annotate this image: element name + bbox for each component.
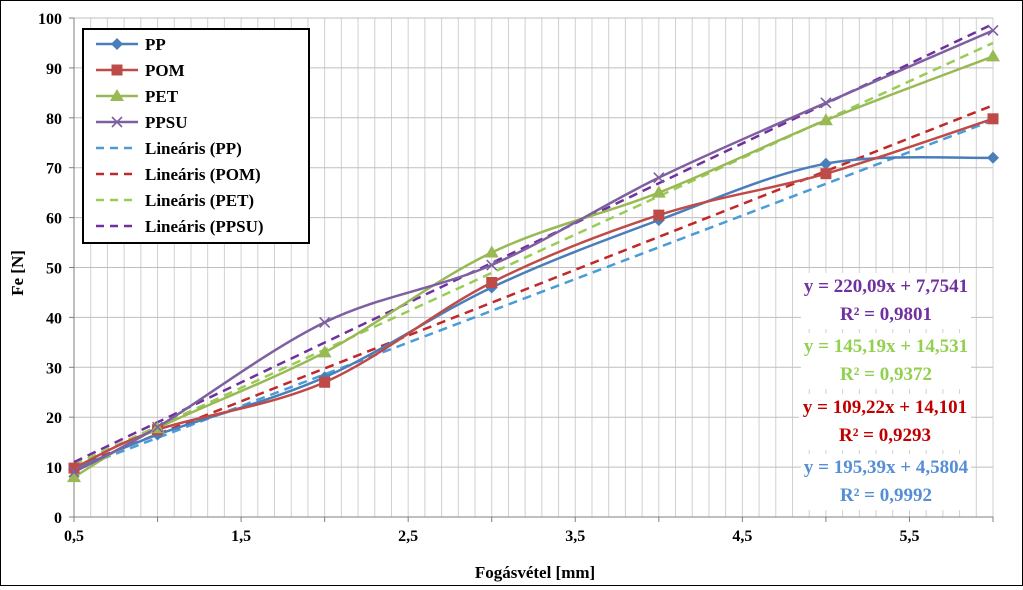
trendline-2 xyxy=(73,41,994,466)
marker-stroke xyxy=(111,116,123,128)
y-tick-label: 30 xyxy=(46,360,62,377)
data-point-ppsu xyxy=(151,421,164,433)
data-point-pom xyxy=(68,462,80,474)
equation-box-pet: y = 145,19x + 14,531 R² = 0,9372 xyxy=(801,333,971,389)
legend-marker xyxy=(111,64,123,76)
r2-pom: R² = 0,9293 xyxy=(839,425,931,446)
data-point-ppsu xyxy=(68,466,80,478)
equation-ppsu: y = 220,09x + 7,7541 xyxy=(803,276,969,297)
legend-label: Lineáris (PPSU) xyxy=(145,217,264,236)
legend: PP POM PET PPSU Lineáris (PP) Lineáris (POM) L… xyxy=(82,28,310,244)
data-point-pom xyxy=(486,276,498,288)
marker-stroke xyxy=(486,259,498,271)
legend-marker xyxy=(111,38,123,50)
equation-pom: y = 109,22x + 14,101 xyxy=(802,397,968,418)
equation-pp: y = 195,39x + 4,5804 xyxy=(803,457,969,478)
r2-pet: R² = 0,9372 xyxy=(840,364,932,385)
data-point-pet xyxy=(67,470,81,483)
data-point-pp xyxy=(987,151,999,164)
y-tick-label: 20 xyxy=(46,410,62,427)
legend-label: Lineáris (PP) xyxy=(145,139,242,158)
data-point-ppsu xyxy=(987,24,999,37)
data-point-ppsu xyxy=(319,316,331,328)
data-point-ppsu xyxy=(820,97,832,109)
legend-marker xyxy=(110,89,124,101)
marker-stroke xyxy=(820,97,832,109)
y-tick-label: 0 xyxy=(54,510,62,527)
data-point-pom xyxy=(820,168,832,180)
x-tick-label: 1,5 xyxy=(231,528,251,545)
equation-box-pom: y = 109,22x + 14,101 R² = 0,9293 xyxy=(799,394,971,450)
x-tick-label: 3,5 xyxy=(565,528,585,545)
y-tick-label: 40 xyxy=(46,310,62,327)
data-point-pp xyxy=(819,157,832,170)
equation-pet: y = 145,19x + 14,531 xyxy=(803,336,969,357)
legend-label: POM xyxy=(145,61,185,80)
marker-stroke xyxy=(151,421,164,433)
legend-label: Lineáris (PET) xyxy=(145,191,254,210)
y-tick-label: 80 xyxy=(46,111,62,128)
equation-box-pp: y = 195,39x + 4,5804 R² = 0,9992 xyxy=(801,454,971,510)
legend-marker xyxy=(111,116,123,128)
r2-pp: R² = 0,9992 xyxy=(840,485,932,506)
data-point-pet xyxy=(986,49,1000,62)
legend-label: PP xyxy=(145,35,166,54)
y-tick-label: 100 xyxy=(38,11,62,28)
y-tick-label: 50 xyxy=(46,261,62,278)
marker-stroke xyxy=(68,466,80,478)
x-axis-title: Fogásvétel [mm] xyxy=(475,563,595,582)
legend-label: PPSU xyxy=(145,113,188,132)
data-point-pet xyxy=(317,345,332,358)
legend-box xyxy=(82,28,310,244)
x-tick-label: 4,5 xyxy=(732,528,752,545)
y-tick-label: 90 xyxy=(46,61,62,78)
data-point-ppsu xyxy=(653,172,665,184)
marker-stroke xyxy=(319,316,331,328)
data-point-pom xyxy=(653,209,665,221)
data-point-ppsu xyxy=(486,259,498,271)
data-point-pom xyxy=(319,376,331,388)
y-axis-title: Fe [N] xyxy=(8,250,27,296)
x-tick-label: 0,5 xyxy=(64,528,84,545)
data-point-pet xyxy=(818,113,833,126)
data-point-pom xyxy=(987,113,999,125)
data-markers xyxy=(67,24,1000,483)
r2-ppsu: R² = 0,9801 xyxy=(840,304,932,325)
legend-label: Lineáris (POM) xyxy=(145,165,261,184)
legend-label: PET xyxy=(145,87,179,106)
axes: 0 10 20 30 40 50 60 70 80 90 100 0,5 1,5 2,5 3,5 4,5 5,5 xyxy=(38,11,994,545)
y-tick-label: 70 xyxy=(46,161,62,178)
y-tick-label: 60 xyxy=(46,211,62,228)
x-tick-label: 2,5 xyxy=(398,528,418,545)
x-tick-label: 5,5 xyxy=(899,528,919,545)
y-tick-label: 10 xyxy=(46,460,62,477)
data-point-pet xyxy=(651,185,666,198)
data-point-pet xyxy=(484,245,499,258)
marker-stroke xyxy=(653,172,665,184)
equation-box-ppsu: y = 220,09x + 7,7541 R² = 0,9801 xyxy=(801,273,971,329)
marker-stroke xyxy=(987,24,999,37)
